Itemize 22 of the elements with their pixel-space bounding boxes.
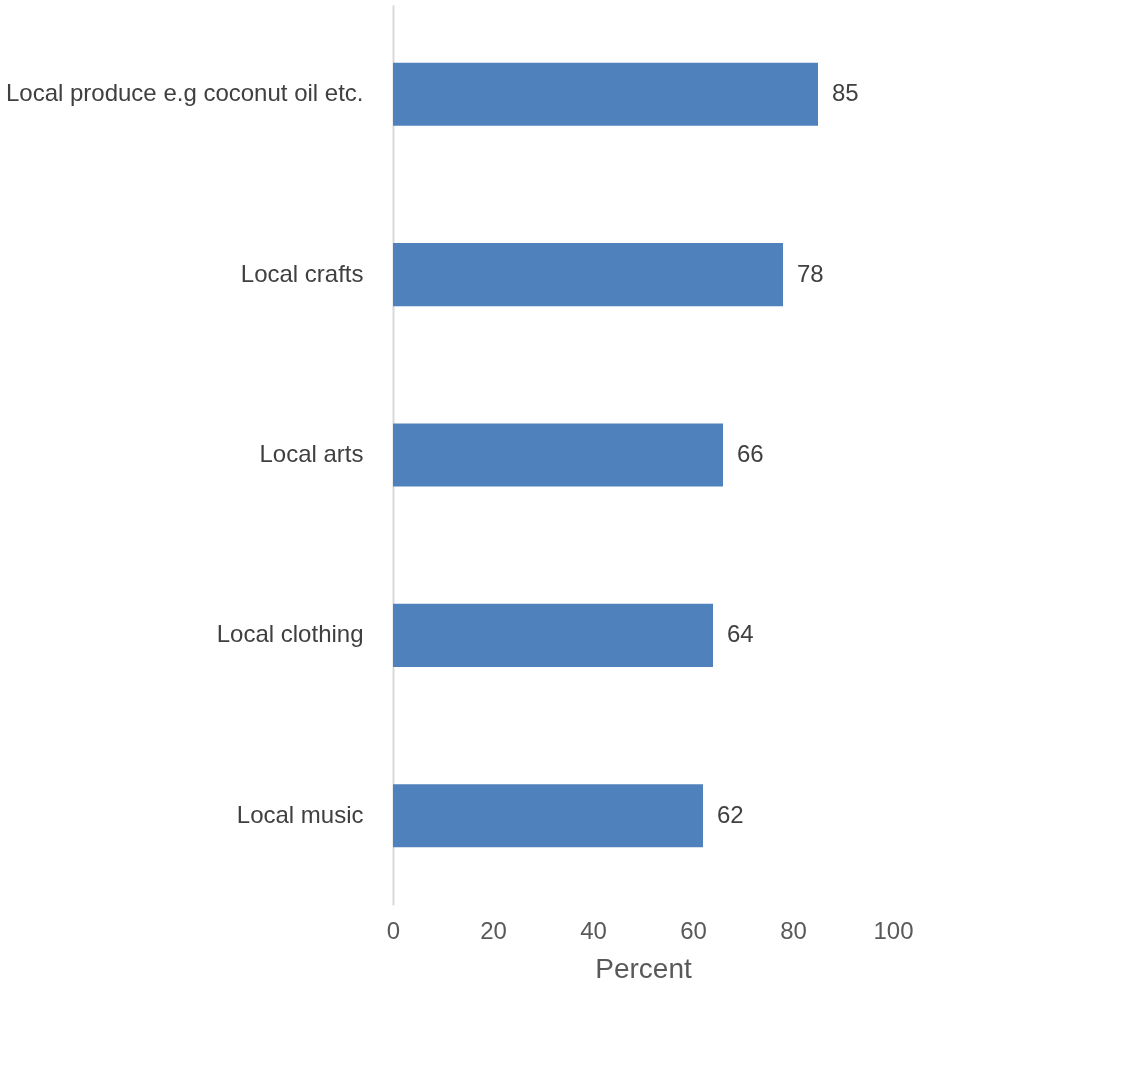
- y-tick-label: Local music: [236, 800, 364, 828]
- bar: [393, 784, 703, 848]
- data-label: 66: [737, 440, 764, 467]
- bar: [393, 62, 818, 126]
- x-tick-label: 100: [873, 916, 914, 944]
- x-tick-label: 0: [386, 916, 401, 944]
- bar: [393, 243, 783, 307]
- x-tick-label: 60: [680, 916, 707, 944]
- x-tick-label: 40: [580, 916, 607, 944]
- y-tick-label: Local produce e.g coconut oil etc.: [5, 79, 364, 107]
- bar: [393, 603, 713, 667]
- data-label: 64: [727, 620, 754, 648]
- bar: [393, 423, 723, 487]
- data-label: 62: [717, 800, 744, 828]
- data-label: 78: [797, 259, 824, 287]
- y-tick-label: Local clothing: [216, 620, 364, 648]
- x-tick-label: 80: [780, 916, 807, 944]
- y-tick-label: Local arts: [259, 440, 364, 467]
- x-axis-title: Percent: [595, 952, 692, 984]
- data-label: 85: [832, 79, 859, 107]
- y-tick-label: Local crafts: [240, 259, 364, 287]
- x-tick-label: 20: [480, 916, 507, 944]
